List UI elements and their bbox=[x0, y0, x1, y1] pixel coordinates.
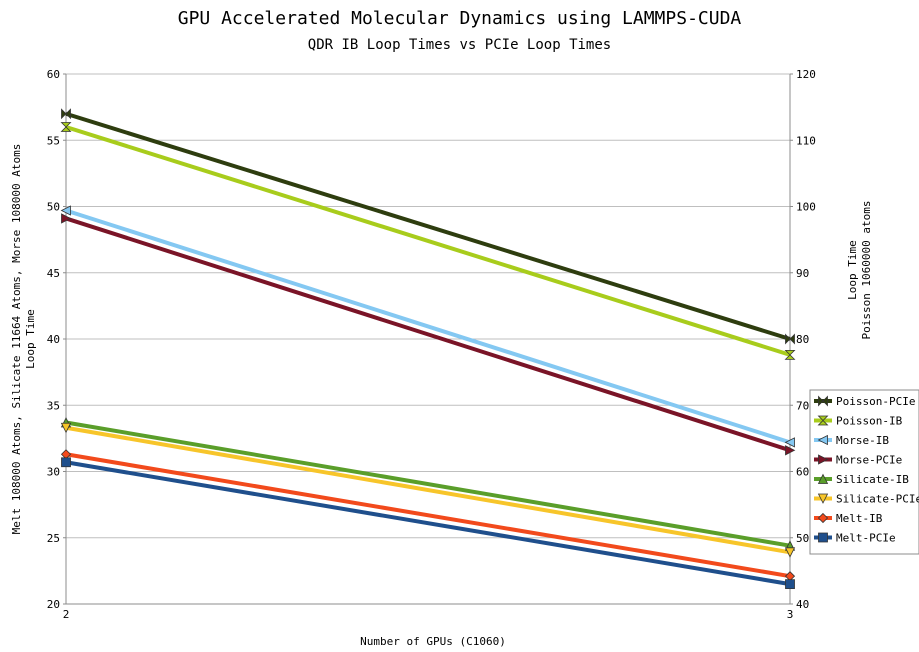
y-tick-label-left: 45 bbox=[47, 267, 60, 280]
y-tick-label-right: 120 bbox=[796, 68, 816, 81]
y-tick-label-right: 40 bbox=[796, 598, 809, 611]
data-point-poisson-ib bbox=[784, 349, 796, 360]
legend-marker bbox=[817, 493, 829, 504]
y-tick-label-left: 60 bbox=[47, 68, 60, 81]
series-line-morse-ib bbox=[65, 208, 791, 445]
y-tick-label-right: 60 bbox=[796, 466, 809, 479]
series-line-morse-pcie bbox=[65, 216, 791, 453]
legend-label: Melt-IB bbox=[836, 512, 883, 525]
y-tick-label-left: 20 bbox=[47, 598, 60, 611]
y-tick-label-right: 90 bbox=[796, 267, 809, 280]
x-tick-label: 2 bbox=[63, 608, 70, 621]
series-line-silicate-ib bbox=[65, 420, 791, 548]
y-tick-label-right: 80 bbox=[796, 333, 809, 346]
legend-label: Morse-PCIe bbox=[836, 454, 902, 467]
y-tick-label-right: 50 bbox=[796, 532, 809, 545]
legend-marker bbox=[818, 532, 828, 543]
series-line-poisson-ib bbox=[65, 125, 791, 357]
legend-marker bbox=[818, 454, 829, 465]
legend-label: Morse-IB bbox=[836, 434, 889, 447]
data-point-melt-pcie bbox=[785, 579, 795, 590]
y-tick-label-right: 70 bbox=[796, 399, 809, 412]
data-point-poisson-pcie bbox=[785, 333, 795, 345]
series-line-melt-pcie bbox=[65, 460, 791, 587]
y-tick-label-left: 50 bbox=[47, 201, 60, 214]
y-axis-label-left: Loop Time bbox=[24, 309, 37, 369]
data-point-poisson-ib bbox=[60, 122, 72, 132]
data-point-morse-pcie bbox=[61, 213, 72, 224]
legend-label: Poisson-PCIe bbox=[836, 395, 915, 408]
chart-title: GPU Accelerated Molecular Dynamics using… bbox=[177, 8, 742, 29]
legend-marker bbox=[818, 395, 828, 407]
y-tick-label-right: 100 bbox=[796, 201, 816, 214]
y-tick-label-left: 35 bbox=[47, 399, 60, 412]
series-line-melt-ib bbox=[65, 452, 791, 579]
data-point-morse-ib bbox=[784, 437, 795, 448]
data-point-poisson-pcie bbox=[61, 108, 71, 120]
legend-marker bbox=[817, 512, 829, 524]
y-tick-label-right: 110 bbox=[796, 134, 816, 147]
chart-subtitle: QDR IB Loop Times vs PCIe Loop Times bbox=[307, 37, 612, 53]
data-point-silicate-pcie bbox=[60, 422, 72, 434]
data-point-melt-pcie bbox=[61, 457, 71, 468]
x-tick-label: 3 bbox=[787, 608, 794, 621]
y-tick-label-left: 30 bbox=[47, 466, 60, 479]
legend-marker bbox=[817, 473, 829, 484]
legend-label: Melt-PCIe bbox=[836, 532, 896, 545]
y-tick-label-left: 55 bbox=[47, 134, 60, 147]
y-tick-label-left: 25 bbox=[47, 532, 60, 545]
legend-label: Silicate-PCIe bbox=[836, 493, 919, 506]
legend-label: Silicate-IB bbox=[836, 473, 909, 486]
y-tick-label-left: 40 bbox=[47, 333, 60, 346]
legend-label: Poisson-IB bbox=[836, 415, 903, 428]
y-axis-label-left: Melt 108000 Atoms, Silicate 11664 Atoms,… bbox=[10, 144, 23, 535]
x-axis-label: Number of GPUs (C1060) bbox=[360, 635, 506, 648]
data-point-morse-pcie bbox=[785, 445, 796, 456]
data-point-silicate-pcie bbox=[784, 547, 796, 558]
y-axis-label-right: Poisson 1060000 atoms bbox=[860, 200, 873, 339]
legend-marker bbox=[817, 434, 828, 446]
legend-box bbox=[809, 389, 919, 555]
series-line-poisson-pcie bbox=[65, 111, 791, 341]
data-point-morse-ib bbox=[60, 205, 71, 216]
series-line-silicate-pcie bbox=[65, 425, 791, 555]
legend-marker bbox=[817, 415, 829, 426]
y-axis-label-right: Loop Time bbox=[846, 240, 859, 300]
